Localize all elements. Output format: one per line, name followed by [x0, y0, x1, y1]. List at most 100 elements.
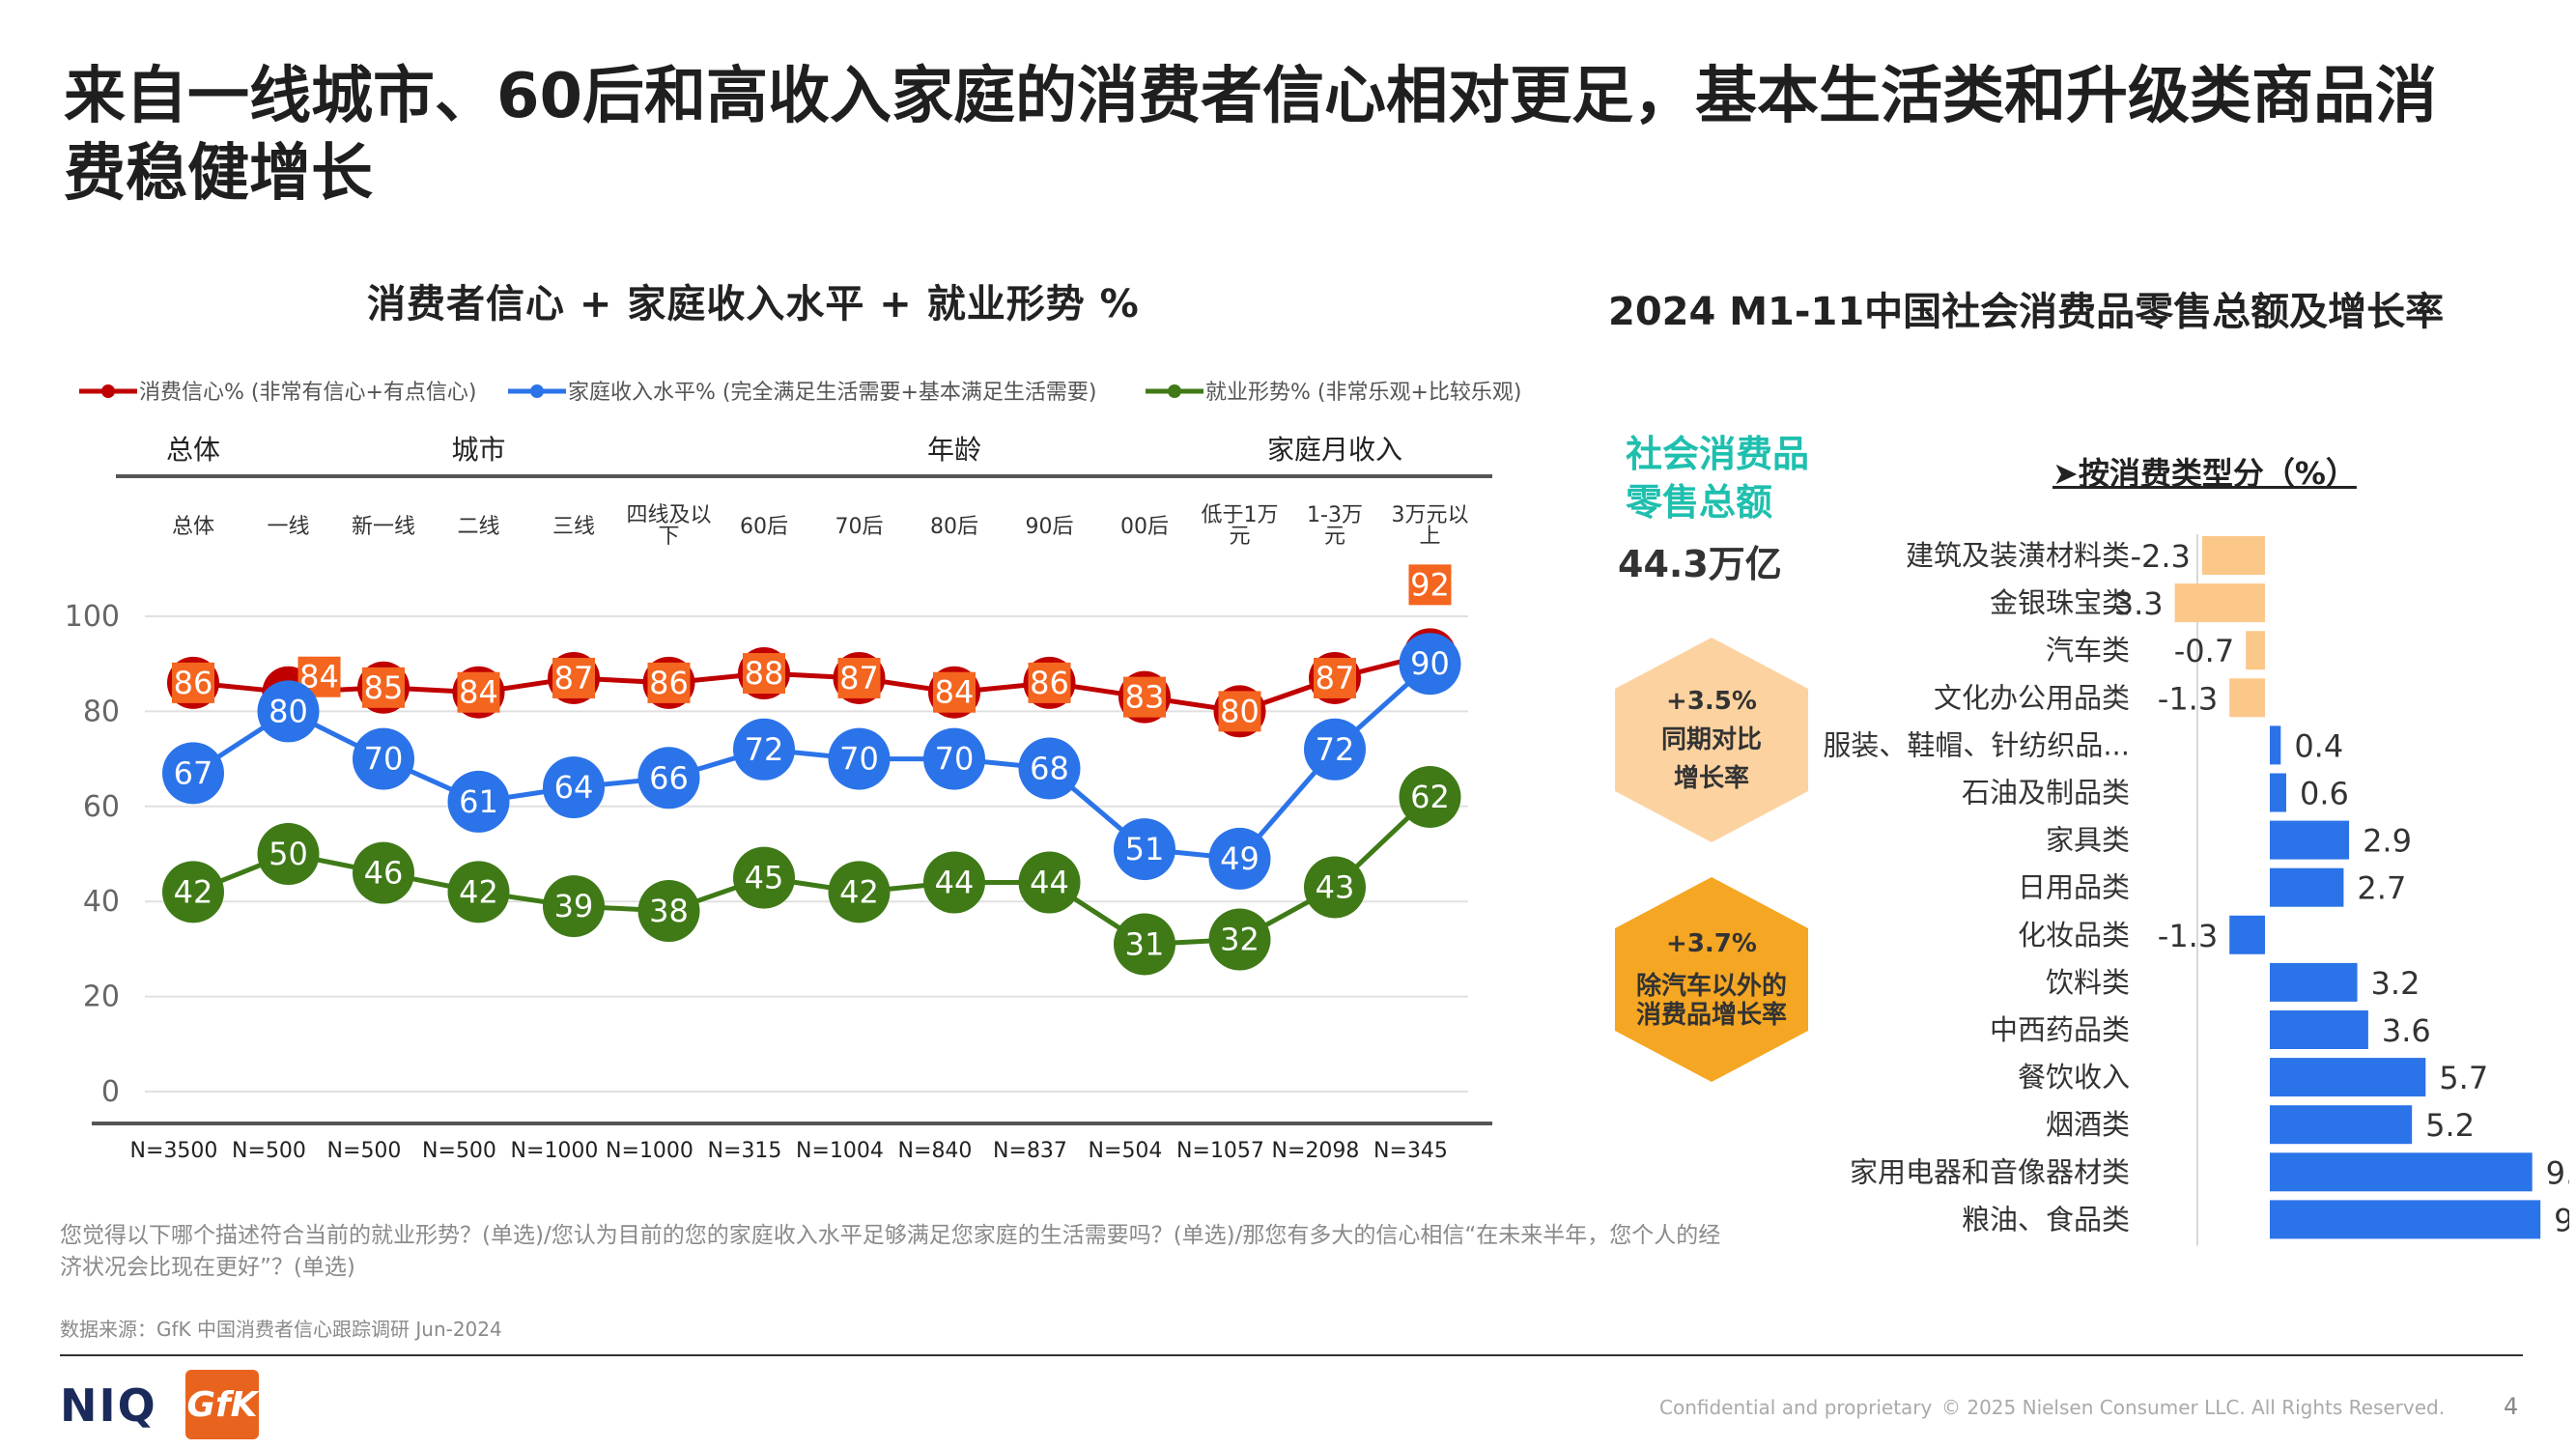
point-label: 38 — [649, 893, 689, 929]
series-point — [733, 846, 795, 909]
series-point — [353, 841, 414, 904]
category-label: 三线 — [552, 515, 595, 539]
point-label: 51 — [1125, 831, 1165, 867]
series-point — [1304, 856, 1366, 919]
point-label: 86 — [1030, 665, 1069, 701]
bar-category-label: 粮油、食品类 — [1962, 1203, 2130, 1236]
page-number: 4 — [2504, 1393, 2519, 1420]
legend-swatch-dot — [530, 384, 544, 398]
bar-category-label: 汽车类 — [2046, 634, 2130, 667]
point-label-bg — [552, 657, 595, 698]
bar-value-label: -0.7 — [2174, 633, 2234, 669]
point-label-bg — [743, 653, 785, 695]
point-label-bg — [1028, 662, 1071, 703]
bar-value-label: 9.9 — [2554, 1202, 2569, 1238]
growth-rate-line1: 同期对比 — [1660, 725, 1762, 754]
point-label: 80 — [1220, 693, 1260, 729]
left-chart-title: 消费者信心 + 家庭收入水平 + 就业形势 % — [367, 282, 1140, 327]
bar — [2270, 1152, 2533, 1192]
sample-size-label: N=1000 — [606, 1139, 694, 1163]
point-label-bg — [933, 671, 976, 713]
bar-category-label: 餐饮收入 — [2018, 1061, 2130, 1094]
series-point — [447, 770, 510, 833]
point-label: 44 — [1030, 865, 1069, 901]
sample-size-label: N=2098 — [1272, 1139, 1360, 1163]
category-label: 低于1万 — [1202, 503, 1279, 527]
series-point — [828, 861, 891, 923]
sample-size-label: N=837 — [993, 1139, 1067, 1163]
y-tick-label: 0 — [101, 1075, 120, 1109]
sample-size-label: N=500 — [232, 1139, 306, 1163]
data-source: 数据来源：GfK 中国消费者信心跟踪调研 Jun-2024 — [60, 1318, 502, 1341]
bar — [2270, 1105, 2413, 1145]
group-label: 家庭月收入 — [1267, 434, 1402, 466]
non-auto-growth-value: +3.7% — [1666, 929, 1757, 958]
point-label: 50 — [269, 836, 308, 872]
point-label: 86 — [649, 665, 689, 701]
bar-category-label: 中西药品类 — [1990, 1013, 2130, 1046]
bar — [2246, 631, 2265, 670]
sample-size-label: N=1004 — [796, 1139, 884, 1163]
series-point — [923, 727, 985, 790]
series-point — [1304, 718, 1366, 781]
legend-label: 消费信心% (非常有信心+有点信心) — [139, 381, 477, 405]
series-point — [1018, 737, 1081, 800]
point-label-bg — [1314, 657, 1356, 698]
bar-value-label: 5.2 — [2425, 1107, 2475, 1144]
group-label: 总体 — [166, 434, 220, 466]
confidential-note: Confidential and proprietary — [1659, 1396, 1933, 1419]
survey-question: 您觉得以下哪个描述符合当前的就业形势？(单选)/您认为目前的您的家庭收入水平足够… — [60, 1223, 1721, 1280]
bar-category-label: 建筑及装潢材料类 — [1906, 539, 2130, 572]
point-label: 70 — [839, 741, 879, 778]
footer-divider — [60, 1354, 2523, 1356]
point-label-bg — [1218, 691, 1261, 732]
bar-category-label: 烟酒类 — [2046, 1108, 2130, 1141]
category-label: 二线 — [457, 515, 499, 539]
category-label: 3万元以 — [1392, 503, 1469, 527]
series-point — [543, 875, 605, 938]
category-label: 60后 — [740, 515, 788, 539]
category-label: 00后 — [1120, 515, 1169, 539]
bar-value-label: 3.3 — [2114, 585, 2164, 622]
bar-category-label: 家具类 — [2046, 824, 2130, 857]
point-label-bg — [1123, 676, 1166, 718]
series-point — [637, 880, 700, 943]
point-label: 49 — [1220, 840, 1260, 877]
category-label: 新一线 — [352, 515, 415, 539]
bar-category-label: 服装、鞋帽、针纺织品... — [1823, 728, 2130, 761]
legend-item: 家庭收入水平% (完全满足生活需要+基本满足生活需要) — [508, 381, 1097, 405]
point-label: 83 — [1125, 679, 1165, 716]
bar-value-label: 0.6 — [2300, 776, 2349, 812]
point-label: 44 — [935, 865, 975, 901]
group-label: 城市 — [451, 434, 505, 466]
line-chart: 消费信心% (非常有信心+有点信心) 家庭收入水平% (完全满足生活需要+基本满足… — [65, 381, 1522, 1163]
growth-rate-value: +3.5% — [1666, 687, 1757, 716]
series-point — [1399, 765, 1461, 828]
category-label: 总体 — [172, 515, 214, 539]
point-label: 42 — [839, 873, 879, 910]
sample-size-label: N=315 — [708, 1139, 782, 1163]
bar-category-label: 文化办公用品类 — [1934, 681, 2130, 714]
point-label: 67 — [174, 754, 213, 791]
point-label: 70 — [364, 741, 404, 778]
growth-rate-line2: 增长率 — [1673, 764, 1749, 793]
sample-size-label: N=1000 — [511, 1139, 599, 1163]
bar — [2270, 725, 2281, 765]
series-point — [733, 718, 795, 781]
point-label: 72 — [1316, 731, 1355, 768]
point-label: 46 — [364, 855, 404, 892]
legend-swatch-dot — [101, 384, 115, 398]
bar-value-label: 2.9 — [2363, 823, 2412, 860]
bar-value-label: 2.7 — [2357, 870, 2406, 907]
niq-logo: NIQ — [60, 1379, 157, 1432]
point-label: 84 — [935, 674, 975, 711]
point-label: 42 — [174, 873, 213, 910]
sample-size-label: N=840 — [898, 1139, 973, 1163]
series-point — [828, 727, 891, 790]
point-label: 39 — [554, 888, 594, 924]
series-point — [1018, 851, 1081, 914]
sample-size-label: N=500 — [327, 1139, 402, 1163]
series-point — [447, 861, 510, 923]
bar-category-label: 日用品类 — [2018, 871, 2130, 904]
